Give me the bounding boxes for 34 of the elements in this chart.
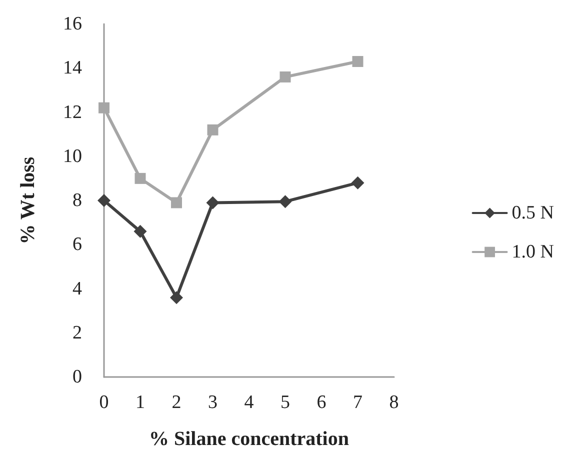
point (98, 102, 110, 114)
x-tick-label: 0 (99, 392, 109, 413)
x-tick-label: 2 (172, 392, 182, 413)
x-axis-title: % Silane concentration (149, 428, 349, 450)
x-tick-label: 1 (136, 392, 145, 413)
y-tick-label: 10 (63, 146, 82, 167)
y-tick-label: 14 (63, 58, 82, 79)
y-tick-label: 6 (72, 234, 82, 256)
point (207, 124, 218, 136)
y-tick-label: 2 (72, 322, 82, 344)
x-tick-label: 7 (353, 392, 362, 413)
y-tick-label: 12 (63, 102, 82, 123)
point (206, 196, 220, 210)
point (278, 195, 292, 208)
y-axis-title: % Wt loss (17, 156, 39, 244)
point (171, 197, 182, 208)
legend-label: 1.0 N (512, 242, 554, 262)
x-tick-label: 4 (244, 392, 254, 413)
point (352, 56, 364, 68)
point (134, 172, 146, 184)
y-tick-label: 4 (72, 278, 82, 300)
y-tick-label: 0 (72, 366, 82, 388)
y-tick-label: 16 (63, 14, 82, 34)
point (170, 291, 183, 304)
legend-label: 0.5 N (512, 202, 554, 224)
point (134, 224, 147, 238)
y-tick-label: 8 (72, 190, 82, 211)
point (280, 71, 291, 82)
x-tick-label: 8 (389, 392, 399, 413)
x-tick-label: 3 (208, 392, 218, 413)
x-tick-label: 5 (280, 392, 290, 413)
point (351, 176, 364, 190)
x-tick-label: 6 (316, 392, 326, 413)
point (98, 194, 110, 207)
